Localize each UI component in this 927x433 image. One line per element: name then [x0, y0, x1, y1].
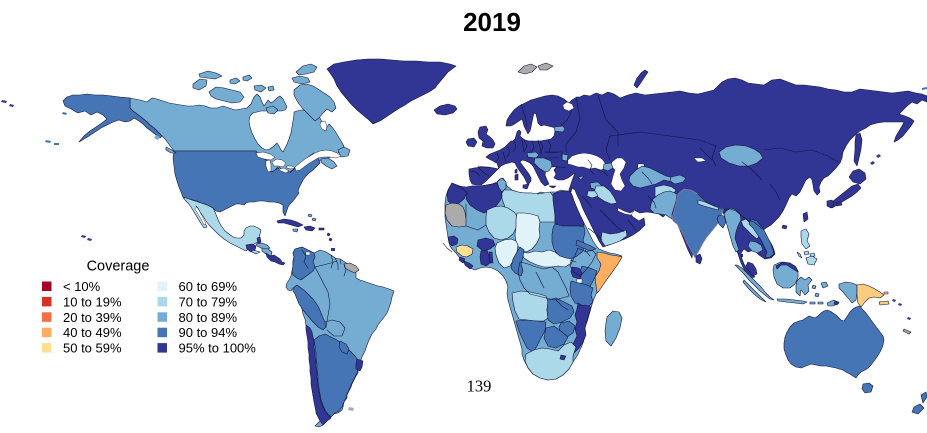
svg-text:139: 139 [467, 377, 492, 396]
svg-text:80 to 89%: 80 to 89% [179, 310, 238, 325]
svg-text:< 10%: < 10% [63, 279, 101, 294]
svg-text:2019: 2019 [463, 7, 521, 37]
svg-text:10 to 19%: 10 to 19% [63, 294, 122, 309]
svg-text:50 to 59%: 50 to 59% [63, 341, 122, 356]
svg-text:90 to 94%: 90 to 94% [179, 325, 238, 340]
svg-text:95% to 100%: 95% to 100% [179, 341, 257, 356]
svg-text:Coverage: Coverage [87, 259, 150, 275]
svg-text:60 to 69%: 60 to 69% [179, 279, 238, 294]
svg-text:70 to 79%: 70 to 79% [179, 294, 238, 309]
svg-text:20 to 39%: 20 to 39% [63, 310, 122, 325]
svg-text:40 to 49%: 40 to 49% [63, 325, 122, 340]
